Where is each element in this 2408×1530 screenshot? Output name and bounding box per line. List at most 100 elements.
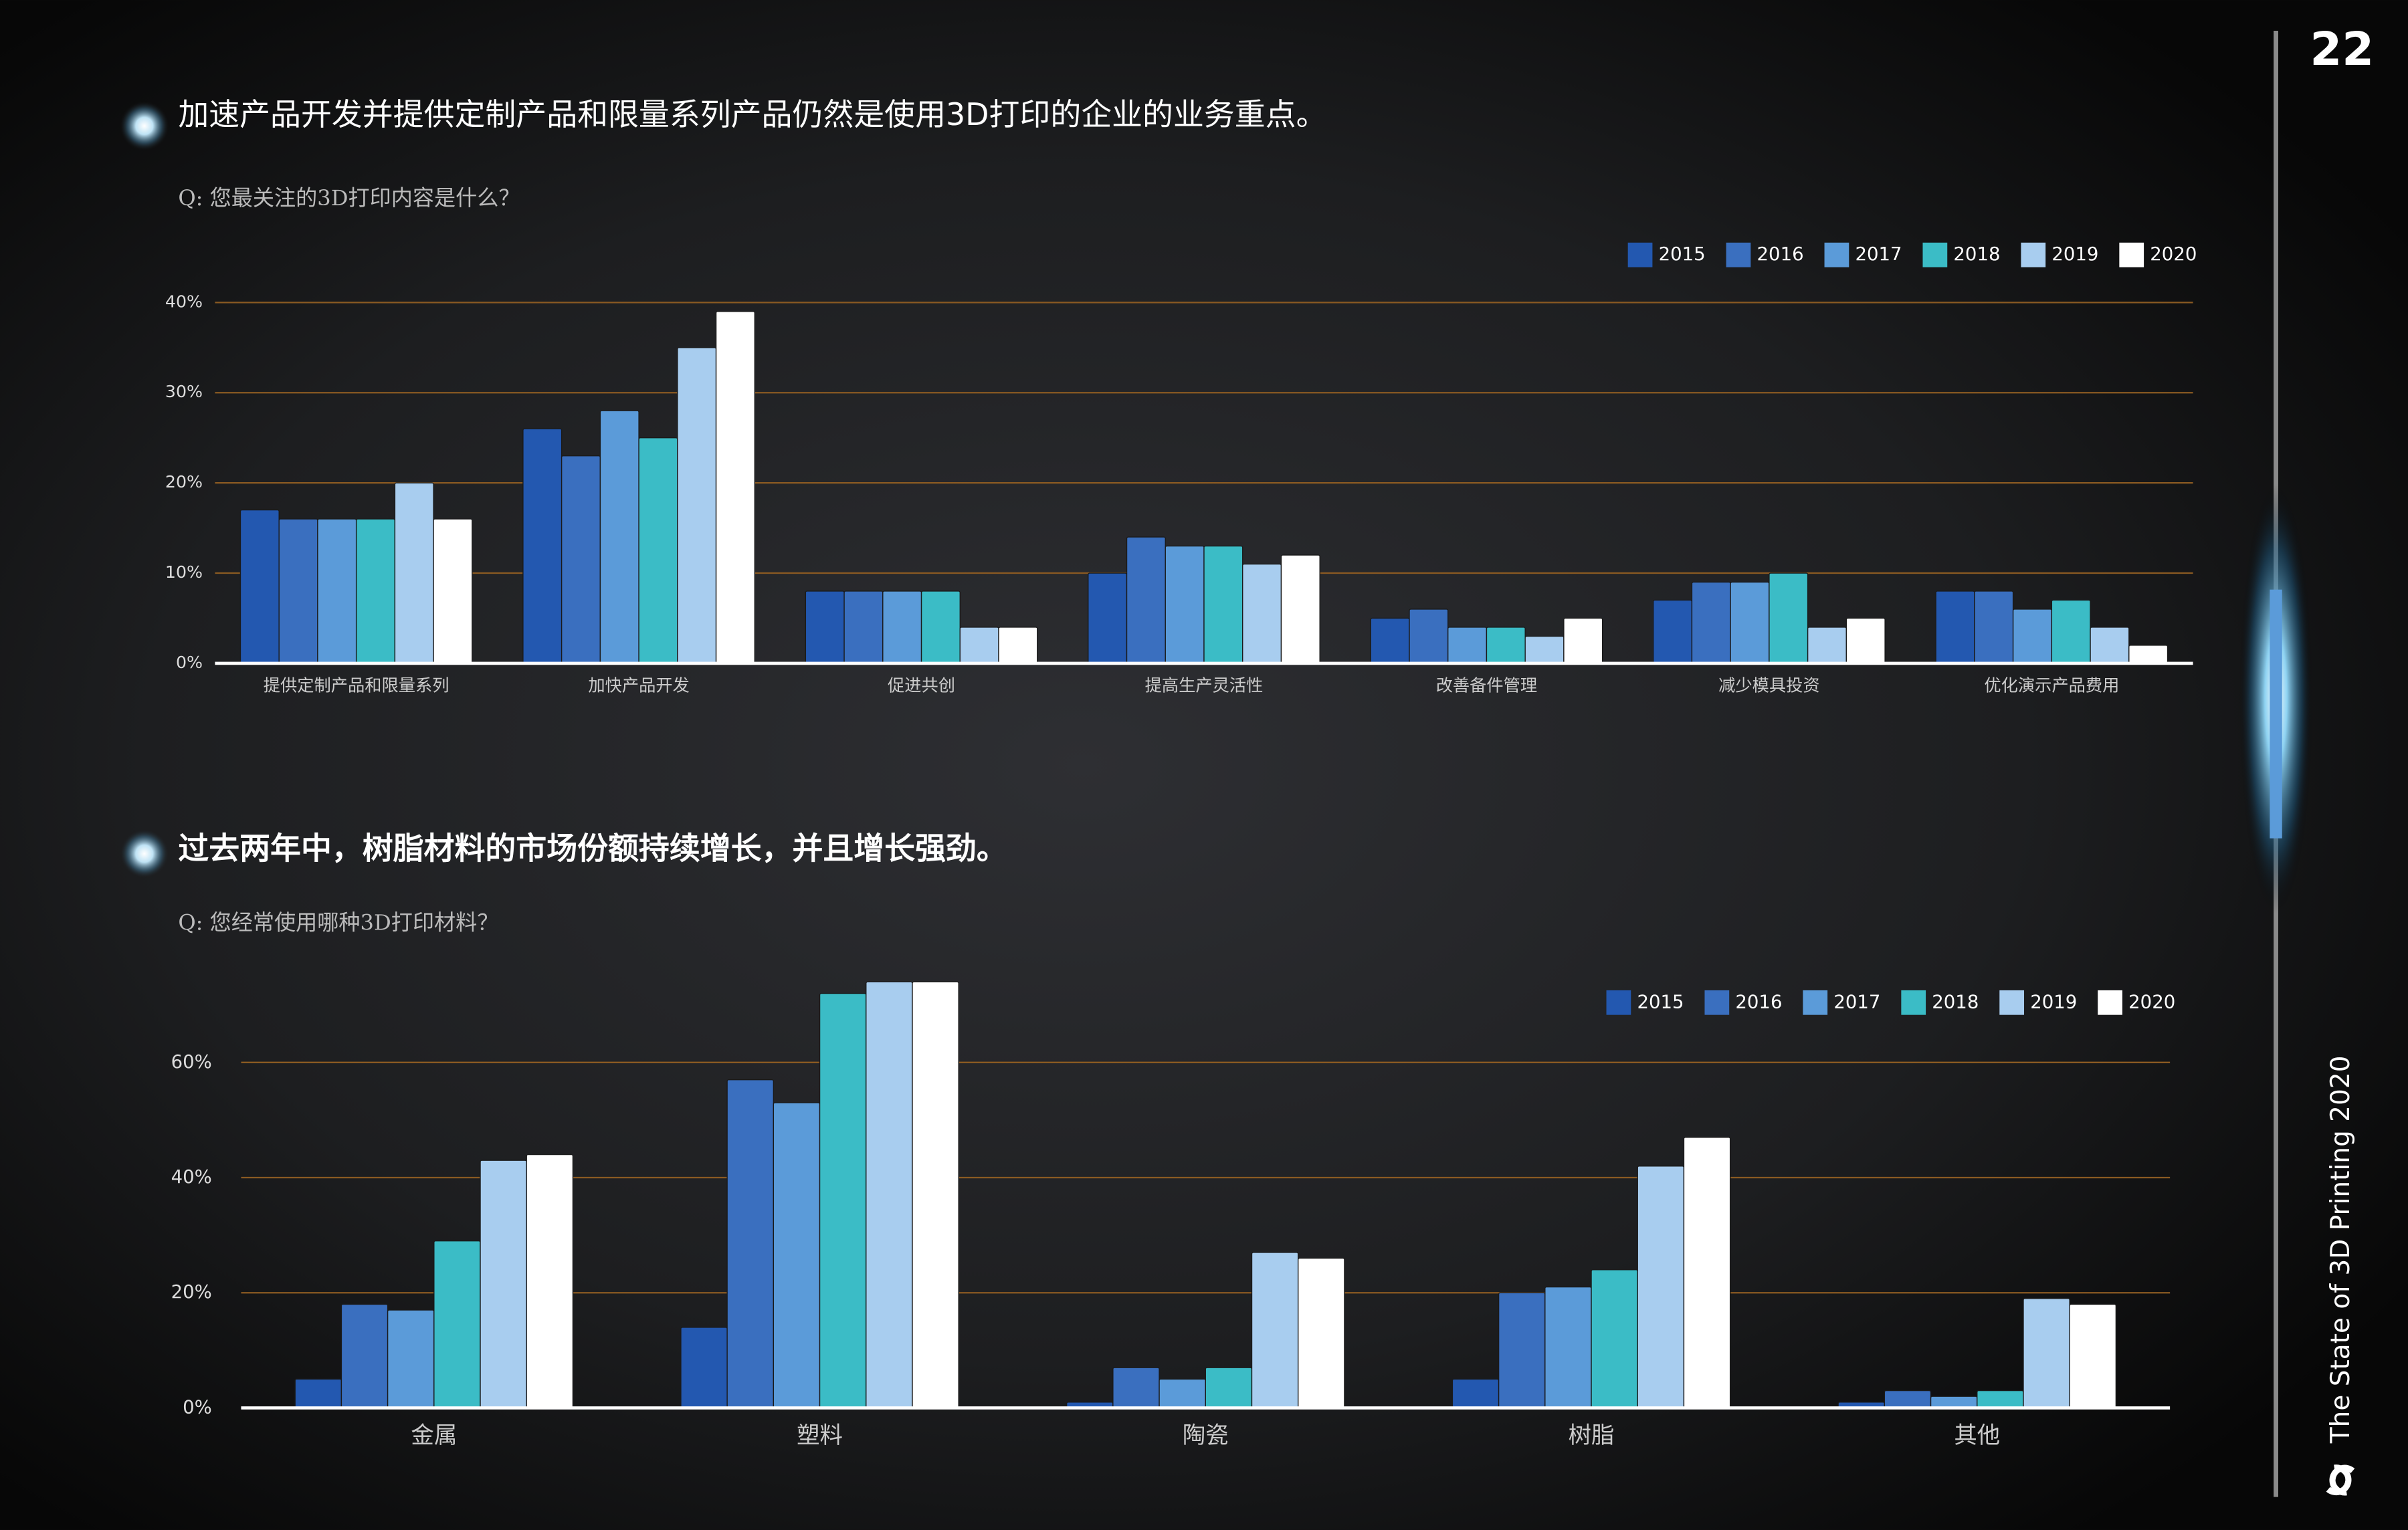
bar [1088, 572, 1128, 664]
legend-label: 2017 [1833, 991, 1880, 1012]
bar [1974, 590, 2014, 664]
bar [1653, 599, 1693, 664]
legend-label: 2019 [2051, 243, 2098, 265]
bar [239, 509, 280, 664]
bar [1769, 572, 1809, 664]
legend-swatch [1627, 242, 1653, 267]
bar [882, 590, 922, 664]
y-tick-label: 30% [165, 382, 203, 401]
bar [387, 1309, 435, 1409]
bar [773, 1102, 821, 1409]
bar [1807, 627, 1847, 664]
bar [1691, 581, 1731, 664]
y-tick-label: 20% [171, 1281, 212, 1303]
x-tick-label: 提供定制产品和限量系列 [264, 675, 449, 695]
x-tick-label: 提高生产灵活性 [1145, 675, 1264, 695]
bar [433, 1240, 481, 1409]
x-tick-label: 促进共创 [888, 675, 955, 695]
bar [1486, 627, 1526, 664]
legend-label: 2019 [2030, 991, 2077, 1012]
y-tick-label: 40% [165, 292, 203, 311]
y-tick-label: 0% [183, 1396, 212, 1418]
bar [294, 1378, 342, 1409]
bar [1637, 1166, 1685, 1409]
bar [480, 1160, 527, 1409]
legend-swatch [1704, 990, 1730, 1015]
bar [561, 455, 601, 664]
bar [2012, 609, 2053, 664]
bar [1242, 563, 1282, 664]
bar [1930, 1396, 1978, 1409]
legend-swatch [1901, 990, 1926, 1015]
bar [355, 518, 396, 664]
bar [1298, 1257, 1345, 1409]
bar [1845, 617, 1886, 664]
x-tick-label: 减少模具投资 [1718, 675, 1820, 695]
legend-swatch [1824, 242, 1849, 267]
bar [1251, 1252, 1299, 1409]
bullet [120, 101, 169, 151]
legend-swatch [1803, 990, 1828, 1015]
legend-swatch [2098, 990, 2122, 1015]
chart-subtitle: Q: 您最关注的3D打印内容是什么？ [178, 185, 520, 211]
bar [912, 981, 959, 1409]
bar [2069, 1303, 2117, 1409]
chart-title: 加速产品开发并提供定制产品和限量系列产品仍然是使用3D打印的企业的业务重点。 [178, 96, 1326, 132]
legend-label: 2018 [1953, 243, 2000, 265]
bar [680, 1327, 728, 1409]
bar [677, 347, 717, 664]
bar [1683, 1137, 1731, 1409]
bar [638, 437, 678, 664]
bar [1451, 1378, 1500, 1409]
bar [1370, 617, 1410, 664]
bar [1126, 536, 1166, 664]
bar [1977, 1390, 2024, 1409]
bar [1730, 581, 1770, 664]
bar [1165, 545, 1205, 664]
bar [278, 518, 318, 664]
legend-label: 2016 [1735, 991, 1782, 1012]
logo [2326, 1464, 2355, 1496]
bar [866, 981, 913, 1409]
bar [1524, 635, 1565, 664]
bar [715, 311, 755, 664]
bar [843, 590, 884, 664]
bar [1409, 609, 1449, 664]
bar [1447, 627, 1488, 664]
legend-label: 2020 [2150, 243, 2197, 265]
y-tick-label: 40% [171, 1166, 212, 1188]
legend-label: 2016 [1757, 243, 1804, 265]
x-tick-label: 塑料 [797, 1422, 843, 1449]
legend-label: 2015 [1637, 991, 1684, 1012]
chart-subtitle: Q: 您经常使用哪种3D打印材料？ [178, 910, 498, 936]
legend-label: 2015 [1659, 243, 1706, 265]
bar [1563, 617, 1603, 664]
y-tick-label: 10% [165, 562, 203, 582]
bar [819, 992, 867, 1409]
bar [1935, 590, 1975, 664]
legend-swatch [1606, 990, 1631, 1015]
bar [998, 627, 1038, 664]
bar [1112, 1367, 1160, 1409]
side-title: The State of 3D Printing 2020 [2326, 1056, 2356, 1444]
side-marker [2270, 589, 2282, 839]
x-tick-label: 改善备件管理 [1436, 675, 1538, 695]
bullet [120, 829, 169, 879]
bar [1884, 1390, 1932, 1409]
bar [340, 1303, 389, 1409]
bar [1159, 1378, 1206, 1409]
bar [433, 518, 473, 664]
legend-swatch [1922, 242, 1948, 267]
x-tick-label: 其他 [1954, 1422, 2000, 1449]
bar [726, 1079, 775, 1409]
legend-swatch [1999, 990, 2025, 1015]
legend-label: 2018 [1932, 991, 1979, 1012]
bar [920, 590, 961, 664]
bar [2023, 1298, 2070, 1409]
bar [1280, 554, 1320, 664]
legend-label: 2020 [2128, 991, 2175, 1012]
bar [1591, 1269, 1638, 1409]
